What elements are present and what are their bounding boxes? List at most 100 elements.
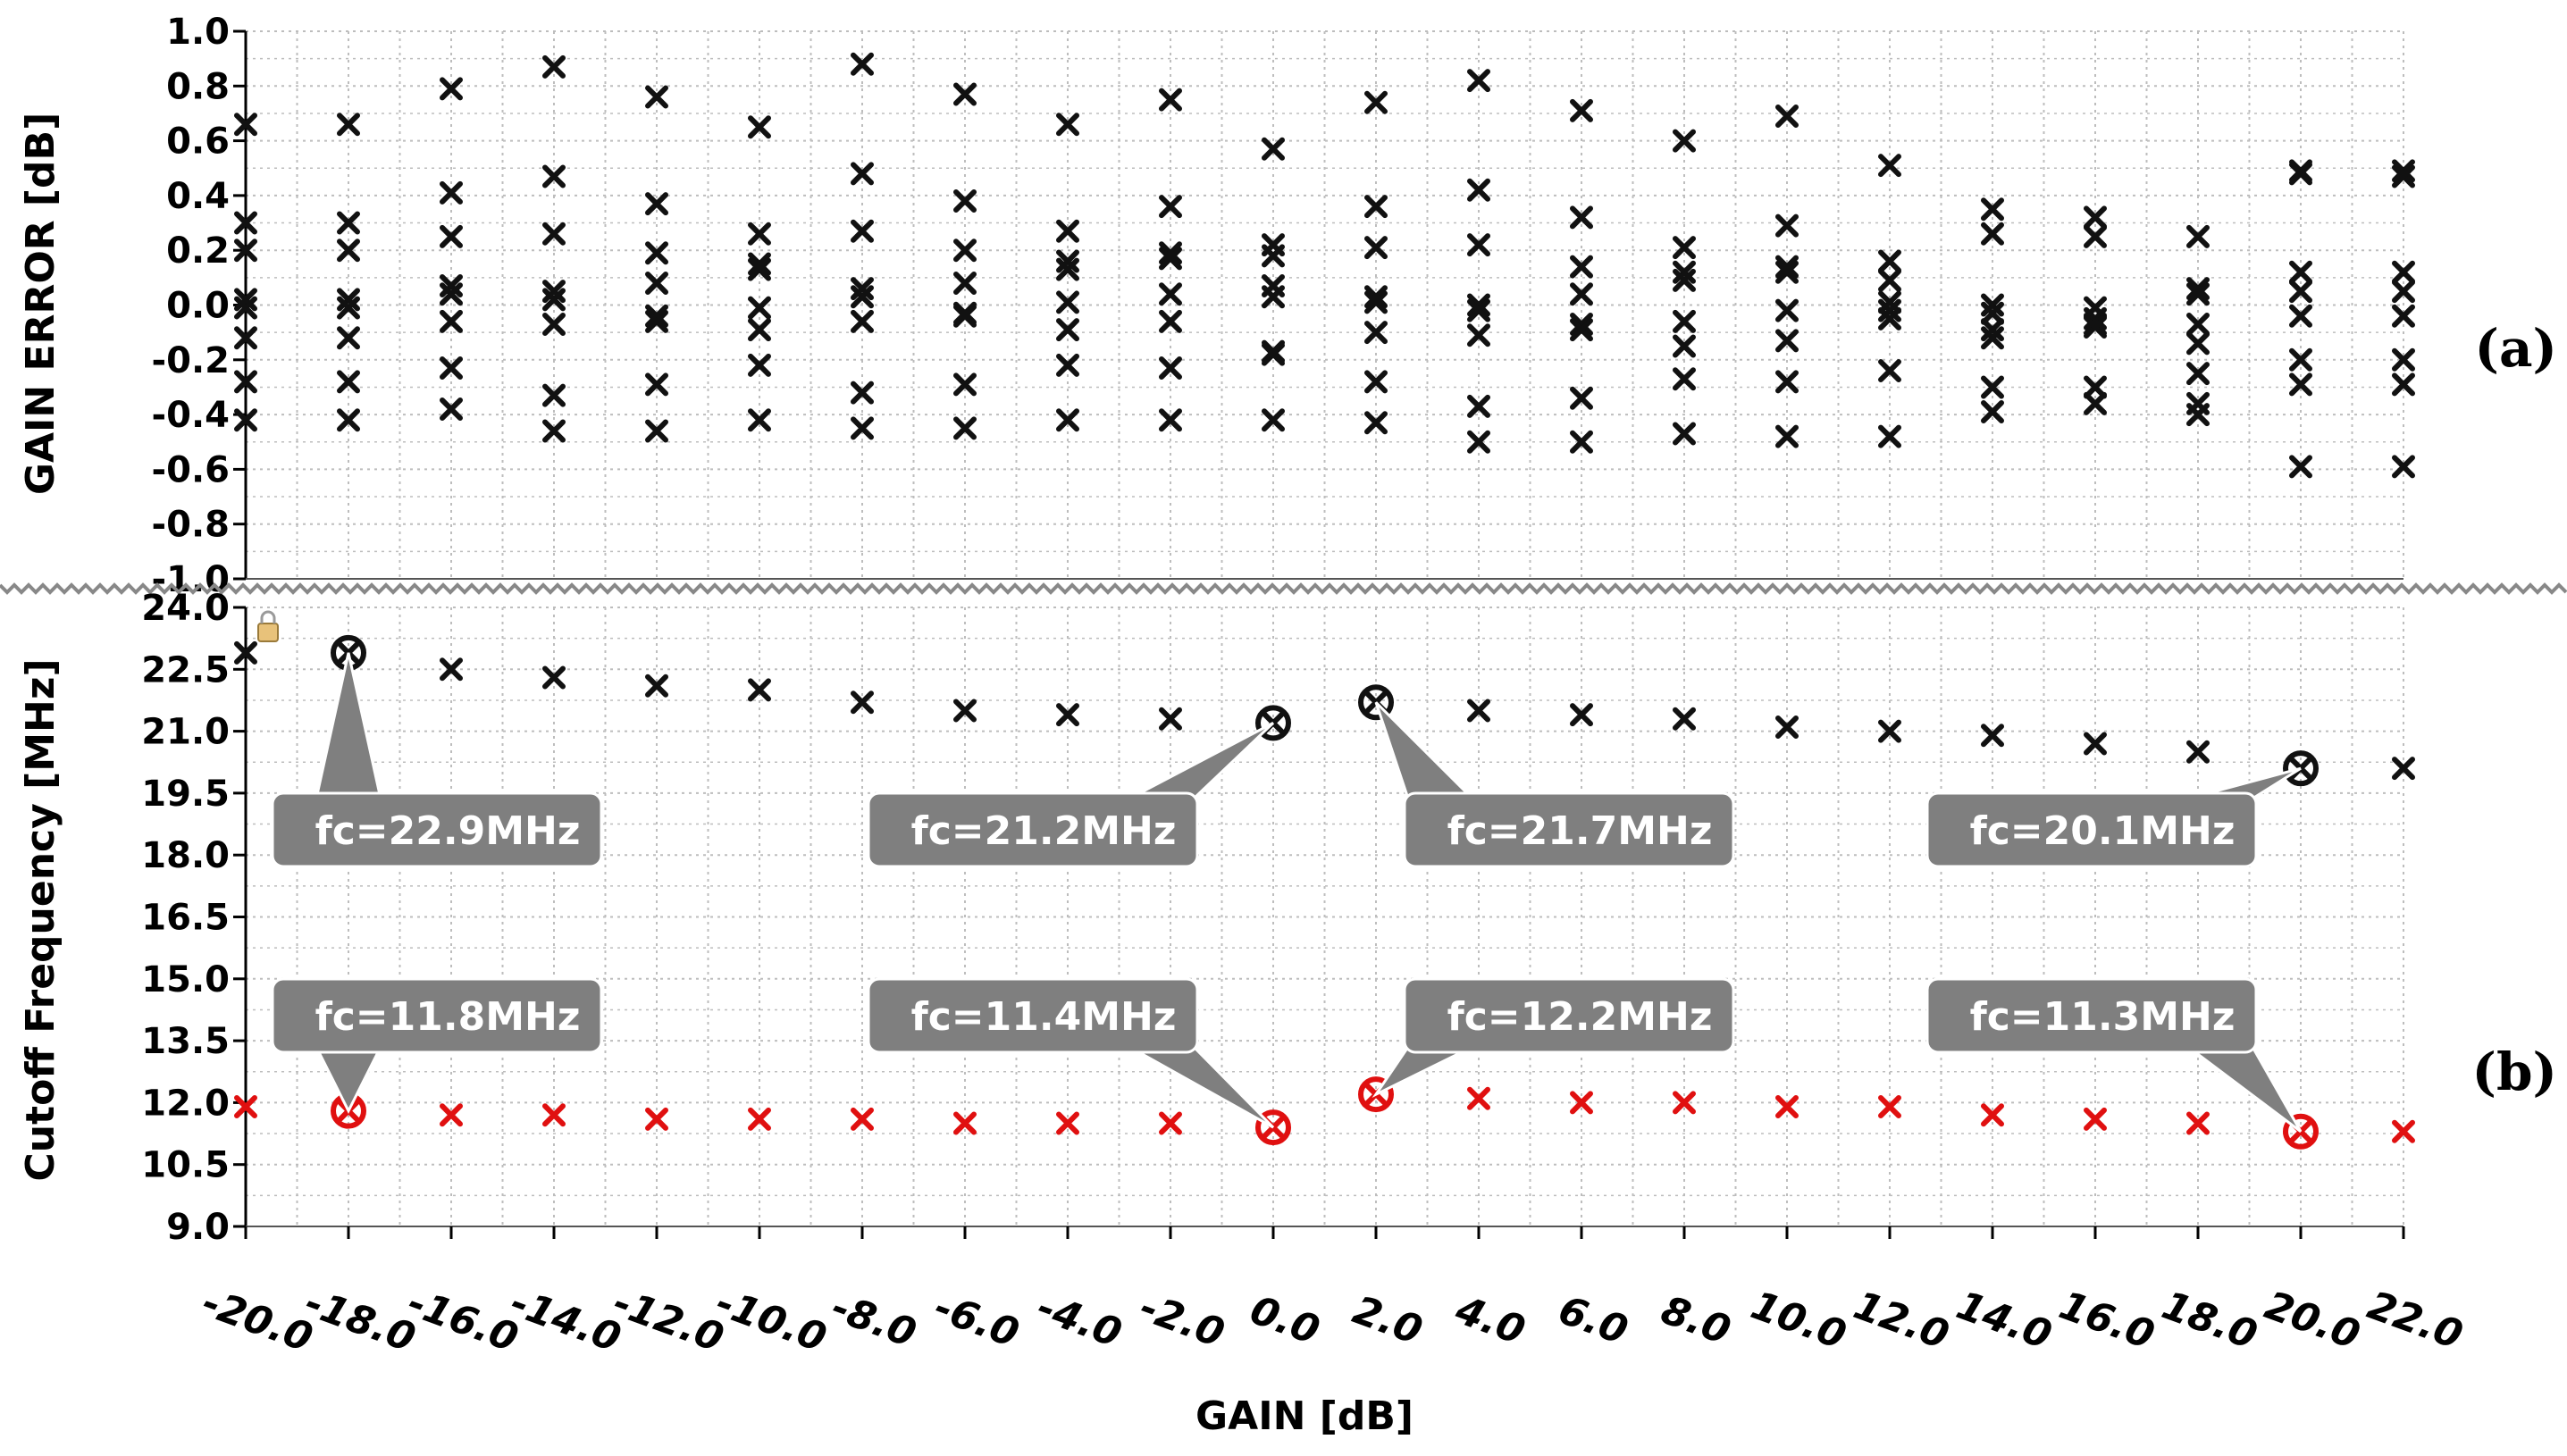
callout: fc=21.2MHz: [867, 722, 1275, 868]
gain-error-point: [1673, 236, 1696, 260]
callout-label: fc=20.1MHz: [1970, 808, 2236, 854]
cutoff-point-lower: [2186, 1111, 2210, 1135]
gain-error-point: [1159, 309, 1182, 333]
panel-b-tick-label: 10.5: [141, 1145, 230, 1186]
gain-error-point: [1262, 408, 1285, 432]
gain-error-point: [542, 164, 566, 188]
callout-box: [1925, 791, 2258, 868]
gain-error-point: [748, 115, 771, 139]
cutoff-point-upper: [1673, 707, 1696, 731]
gain-error-point: [748, 257, 771, 281]
gain-error-point: [1159, 88, 1182, 112]
gain-error-point: [748, 296, 771, 320]
panel-b-tick-label: 21.0: [141, 712, 230, 753]
gain-error-point: [440, 397, 463, 421]
x-tick-label: -2.0: [1134, 1284, 1230, 1357]
gain-error-point: [1364, 411, 1388, 435]
gain-error-point: [851, 52, 874, 76]
gain-error-point: [2084, 315, 2107, 339]
highlight-ring: [1358, 684, 1394, 721]
gain-error-point: [748, 222, 771, 246]
gain-error-point: [953, 416, 977, 440]
cutoff-point-lower: [1570, 1091, 1593, 1115]
x-tick-label: 6.0: [1553, 1287, 1634, 1354]
panel-label-a: (a): [2475, 318, 2557, 379]
callout: fc=11.8MHz: [271, 977, 603, 1114]
cutoff-point-upper: [1878, 719, 1901, 743]
callout-pointer: [314, 1045, 383, 1114]
panel-b-axes: [233, 606, 2403, 1228]
gain-error-point: [1775, 370, 1799, 394]
gain-error-point: [337, 238, 360, 263]
callout-pointer: [1374, 701, 1476, 800]
gain-error-point: [2392, 455, 2415, 479]
gain-error-point: [748, 318, 771, 342]
gain-error-point: [1878, 424, 1901, 448]
gain-error-point: [748, 252, 771, 276]
gain-error-point: [1570, 282, 1593, 306]
panel-a-tick-label: -0.4: [152, 395, 230, 436]
x-tick-label: 16.0: [2053, 1283, 2160, 1359]
gain-error-point: [2186, 282, 2210, 306]
panel-a-tick-label: 0.2: [166, 230, 230, 272]
gain-error-point: [1878, 154, 1901, 178]
gain-error-point: [440, 282, 463, 306]
panel-a-chart: -1.0-0.8-0.6-0.4-0.20.00.20.40.60.81.0 G…: [18, 12, 2415, 600]
panel-a-y-axis-label: GAIN ERROR [dB]: [18, 113, 63, 495]
gain-error-point: [953, 189, 977, 213]
callout-box: [1403, 791, 1735, 868]
callout: fc=11.4MHz: [867, 977, 1275, 1129]
gain-error-point: [2289, 347, 2312, 372]
panel-b-tick-label: 16.5: [141, 898, 230, 939]
gain-error-point: [1673, 422, 1696, 446]
gain-error-point: [234, 326, 257, 350]
gain-error-point: [1159, 282, 1182, 306]
gain-error-point: [1467, 69, 1490, 93]
gain-error-point: [1056, 353, 1079, 377]
x-tick-label: 14.0: [1950, 1283, 2057, 1359]
gain-error-point: [1775, 213, 1799, 238]
callout: fc=21.7MHz: [1374, 701, 1735, 868]
gain-error-point: [1364, 195, 1388, 219]
panel-a-grid: [245, 30, 2404, 580]
gain-error-point: [2186, 403, 2210, 427]
gain-error-point: [851, 309, 874, 333]
callout-label: fc=11.8MHz: [315, 994, 581, 1040]
gain-error-point: [1364, 236, 1388, 260]
gain-error-point: [1673, 309, 1696, 333]
gain-error-point: [337, 296, 360, 320]
highlight-ring: [2283, 750, 2319, 787]
gain-error-point: [542, 54, 566, 79]
gain-error-point: [234, 211, 257, 235]
gain-error-point: [1056, 408, 1079, 432]
gain-error-point: [1878, 249, 1901, 273]
x-tick-label: 20.0: [2259, 1283, 2365, 1359]
cutoff-point-lower: [542, 1103, 566, 1127]
panel-a-points: [234, 52, 2415, 479]
gain-error-point: [2084, 375, 2107, 399]
highlight-ring: [1255, 705, 1291, 741]
gain-error-point: [1775, 298, 1799, 322]
gain-error-point: [1467, 293, 1490, 317]
panel-b-tick-label: 18.0: [141, 835, 230, 876]
panel-a-tick-label: 0.0: [166, 286, 230, 327]
gain-error-point: [1364, 285, 1388, 309]
callout-label: fc=22.9MHz: [315, 808, 581, 854]
cutoff-point-upper: [2084, 732, 2107, 756]
gain-error-point: [1570, 255, 1593, 279]
gain-error-point: [1981, 301, 2004, 325]
gain-error-point: [337, 370, 360, 394]
gain-error-point: [1364, 290, 1388, 314]
gain-error-point: [953, 372, 977, 397]
cutoff-point-lower: [1775, 1095, 1799, 1119]
gain-error-point: [1878, 359, 1901, 383]
panel-b-tick-label: 15.0: [141, 959, 230, 1000]
gain-error-point: [2392, 372, 2415, 397]
panel-b-callouts: fc=22.9MHz fc=21.2MHz fc=21.7MHz fc=20.1MHz…: [271, 652, 2303, 1133]
x-tick-label: 4.0: [1449, 1287, 1531, 1354]
gain-error-point: [2289, 280, 2312, 304]
gain-error-point: [1570, 318, 1593, 342]
gain-error-point: [234, 370, 257, 394]
gain-error-point: [645, 304, 668, 328]
gain-error-point: [2084, 391, 2107, 415]
